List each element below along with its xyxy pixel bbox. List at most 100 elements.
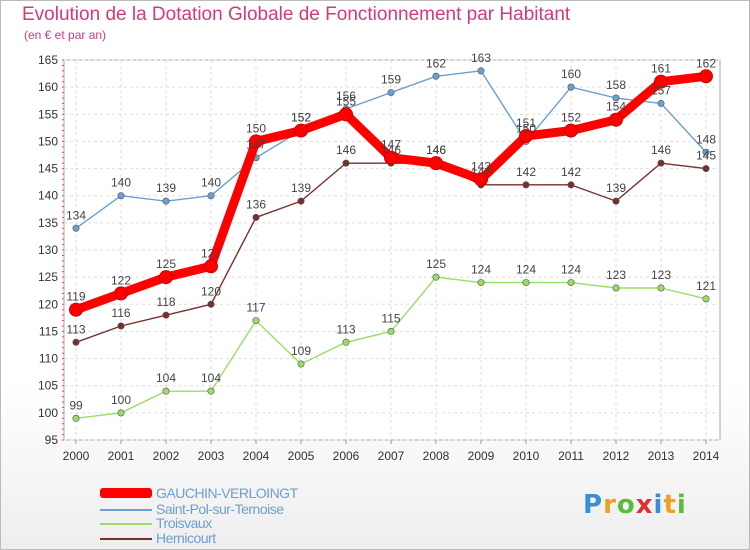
data-label-troisvaux: 100 — [111, 393, 131, 407]
y-tick-label: 110 — [39, 352, 58, 366]
x-tick-label: 2003 — [198, 449, 225, 463]
x-tick-label: 2014 — [693, 449, 720, 463]
data-label-troisvaux: 113 — [336, 322, 355, 336]
data-label-saint-pol-sur-ternoise: 150 — [516, 121, 536, 135]
x-tick-label: 2000 — [63, 449, 90, 463]
logo-letter: x — [635, 490, 654, 520]
data-label-saint-pol-sur-ternoise: 157 — [651, 83, 671, 97]
data-label-saint-pol-sur-ternoise: 148 — [696, 132, 716, 146]
data-point-gauchin-verloingt — [519, 129, 533, 143]
legend-label-gauchin: GAUCHIN-VERLOINGT — [156, 485, 298, 501]
data-label-gauchin-verloingt: 119 — [66, 290, 85, 304]
legend-swatch-gauchin — [100, 488, 152, 498]
chart-subtitle: (en € et par an) — [24, 28, 107, 42]
data-point-hernicourt — [72, 338, 80, 346]
data-label-troisvaux: 121 — [696, 279, 716, 293]
data-label-saint-pol-sur-ternoise: 147 — [246, 138, 266, 152]
data-point-gauchin-verloingt — [114, 286, 128, 301]
data-label-gauchin-verloingt: 122 — [111, 273, 131, 287]
y-tick-label: 125 — [38, 270, 58, 284]
data-label-saint-pol-sur-ternoise: 163 — [471, 51, 491, 65]
x-tick-label: 2009 — [468, 449, 495, 463]
chart-title: Evolution de la Dotation Globale de Fonc… — [22, 4, 571, 25]
data-point-gauchin-verloingt — [429, 156, 443, 171]
data-label-hernicourt: 113 — [66, 322, 85, 336]
data-label-hernicourt: 139 — [291, 181, 311, 195]
data-point-troisvaux — [387, 327, 395, 335]
data-point-hernicourt — [207, 300, 215, 308]
data-label-gauchin-verloingt: 152 — [291, 111, 311, 125]
legend-label-hernicourt: Hernicourt — [156, 530, 216, 546]
data-label-hernicourt: 142 — [516, 165, 536, 179]
data-point-troisvaux — [432, 273, 440, 281]
data-point-troisvaux — [702, 295, 710, 303]
data-point-gauchin-verloingt — [294, 123, 308, 138]
x-tick-label: 2001 — [108, 449, 135, 463]
y-tick-label: 115 — [39, 324, 58, 338]
y-tick-label: 130 — [38, 243, 58, 257]
y-tick-label: 120 — [38, 297, 58, 311]
legend-swatch-saint-pol — [100, 509, 152, 511]
data-point-troisvaux — [612, 284, 620, 292]
x-tick-label: 2005 — [288, 449, 315, 463]
y-tick-label: 165 — [38, 53, 58, 67]
data-label-troisvaux: 123 — [651, 268, 671, 282]
data-point-gauchin-verloingt — [699, 69, 713, 84]
legend-swatch-hernicourt — [100, 538, 152, 540]
data-point-gauchin-verloingt — [159, 270, 173, 285]
data-point-hernicourt — [657, 159, 665, 167]
data-label-saint-pol-sur-ternoise: 139 — [156, 181, 176, 195]
data-point-troisvaux — [567, 279, 575, 287]
data-label-hernicourt: 118 — [156, 295, 175, 309]
data-label-troisvaux: 104 — [201, 371, 221, 385]
data-label-troisvaux: 125 — [426, 257, 446, 271]
logo-letter: r — [603, 490, 617, 520]
data-label-hernicourt: 136 — [246, 197, 266, 211]
data-label-hernicourt: 146 — [651, 143, 671, 157]
data-point-hernicourt — [342, 159, 350, 167]
x-tick-label: 2012 — [603, 449, 630, 463]
data-label-troisvaux: 104 — [156, 371, 176, 385]
y-tick-label: 135 — [38, 216, 58, 230]
y-tick-label: 100 — [38, 406, 58, 420]
data-label-gauchin-verloingt: 125 — [156, 257, 176, 271]
data-label-hernicourt: 116 — [111, 306, 130, 320]
data-label-troisvaux: 109 — [291, 344, 311, 358]
data-point-gauchin-verloingt — [339, 107, 353, 122]
data-label-troisvaux: 124 — [561, 263, 581, 277]
y-tick-label: 160 — [38, 80, 58, 94]
legend-swatch-troisvaux — [100, 523, 152, 525]
legend-label-troisvaux: Troisvaux — [156, 515, 212, 531]
x-tick-label: 2010 — [513, 449, 540, 463]
data-point-saint-pol-sur-ternoise — [162, 197, 170, 205]
data-label-troisvaux: 99 — [69, 398, 83, 412]
data-point-saint-pol-sur-ternoise — [612, 94, 620, 102]
logo-letter: t — [663, 490, 677, 520]
x-tick-label: 2011 — [558, 449, 584, 463]
y-tick-label: 145 — [38, 162, 58, 176]
x-tick-label: 2013 — [648, 449, 675, 463]
y-tick-label: 150 — [38, 134, 58, 148]
data-label-saint-pol-sur-ternoise: 134 — [66, 208, 86, 222]
data-point-troisvaux — [477, 279, 485, 287]
data-point-saint-pol-sur-ternoise — [117, 192, 125, 200]
y-tick-label: 105 — [38, 379, 58, 393]
data-point-saint-pol-sur-ternoise — [432, 72, 440, 80]
data-label-hernicourt: 139 — [606, 181, 626, 195]
data-label-saint-pol-sur-ternoise: 152 — [291, 111, 311, 125]
data-label-hernicourt: 142 — [471, 165, 491, 179]
x-tick-label: 2002 — [153, 449, 180, 463]
data-label-troisvaux: 115 — [381, 311, 400, 325]
data-label-troisvaux: 117 — [246, 301, 265, 315]
data-label-troisvaux: 124 — [516, 263, 536, 277]
data-point-saint-pol-sur-ternoise — [207, 192, 215, 200]
x-tick-label: 2004 — [243, 449, 270, 463]
data-point-troisvaux — [522, 279, 530, 287]
data-label-saint-pol-sur-ternoise: 140 — [111, 176, 131, 190]
data-label-gauchin-verloingt: 151 — [516, 116, 536, 130]
data-point-gauchin-verloingt — [564, 123, 578, 138]
data-point-gauchin-verloingt — [249, 134, 263, 149]
data-point-troisvaux — [207, 387, 215, 395]
logo-letter: i — [653, 490, 664, 520]
